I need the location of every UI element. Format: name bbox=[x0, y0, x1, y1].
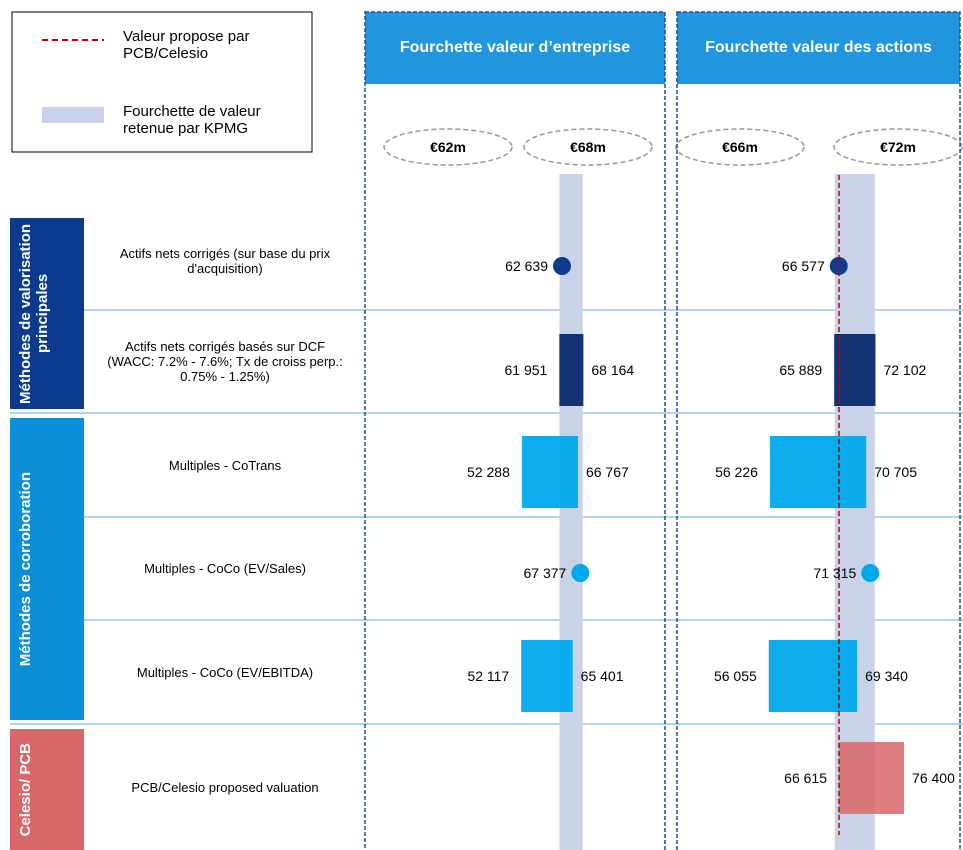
value-label: 66 767 bbox=[585, 464, 629, 480]
panel-frame bbox=[676, 11, 961, 850]
value-label: 69 340 bbox=[865, 668, 908, 684]
range-bar bbox=[768, 640, 858, 712]
range-ellipse bbox=[383, 128, 513, 166]
value-label: 72 102 bbox=[883, 362, 927, 378]
legend-label: Valeur propose par PCB/Celesio bbox=[123, 28, 250, 62]
legend-label: Fourchette de valeur retenue par KPMG bbox=[123, 103, 261, 137]
range-label: €66m bbox=[722, 139, 758, 155]
header-box bbox=[365, 12, 665, 84]
legend-box bbox=[11, 11, 313, 153]
value-label: 71 315 bbox=[813, 565, 857, 581]
group-label: Celesio/ PCB bbox=[10, 729, 84, 850]
value-label: 66 577 bbox=[781, 258, 825, 274]
group-text: Celesio/ PCB bbox=[17, 742, 34, 837]
value-label: 52 288 bbox=[467, 464, 510, 480]
method-label: Multiples - CoTrans bbox=[168, 457, 282, 473]
method-label: Multiples - CoCo (EV/EBITDA) bbox=[136, 664, 314, 680]
panel-title: Fourchette valeur des actions bbox=[705, 39, 932, 56]
panel-frame bbox=[364, 11, 666, 850]
method-label: PCB/Celesio proposed valuation bbox=[131, 779, 319, 795]
legend-band bbox=[42, 107, 104, 123]
value-label: 52 117 bbox=[467, 668, 510, 684]
header-box bbox=[677, 12, 960, 84]
range-label: €72m bbox=[880, 139, 916, 155]
method-label: Actifs nets corrigés (sur base du prix d… bbox=[119, 246, 331, 276]
group-text: Méthodes de corroboration bbox=[17, 471, 34, 667]
value-label: 65 401 bbox=[580, 668, 624, 684]
value-label: 67 377 bbox=[523, 565, 567, 581]
range-bar bbox=[834, 334, 876, 406]
panel-title: Fourchette valeur d’entreprise bbox=[399, 39, 631, 56]
group-text: Méthodes de valorisation principales bbox=[17, 223, 51, 404]
value-dot bbox=[552, 257, 571, 275]
method-label: Actifs nets corrigés basés sur DCF (WACC… bbox=[107, 339, 343, 384]
range-bar bbox=[559, 334, 584, 406]
value-dot bbox=[571, 564, 590, 582]
kpmg-range-band bbox=[559, 174, 583, 850]
group-label: Méthodes de corroboration bbox=[10, 418, 84, 720]
value-label: 61 951 bbox=[504, 362, 548, 378]
method-label: Multiples - CoCo (EV/Sales) bbox=[144, 561, 306, 576]
value-label: 56 055 bbox=[713, 668, 757, 684]
value-dot bbox=[861, 564, 880, 582]
range-bar bbox=[521, 640, 573, 712]
range-ellipse bbox=[833, 128, 963, 166]
group-label: Méthodes de valorisation principales bbox=[10, 218, 84, 409]
range-bar bbox=[838, 742, 905, 814]
value-label: 76 400 bbox=[912, 770, 955, 786]
range-ellipse bbox=[675, 128, 805, 166]
range-label: €68m bbox=[570, 139, 606, 155]
value-label: 70 705 bbox=[874, 464, 918, 480]
value-label: 56 226 bbox=[715, 464, 758, 480]
range-ellipse bbox=[523, 128, 653, 166]
value-label: 65 889 bbox=[779, 362, 823, 378]
value-label: 62 639 bbox=[505, 258, 548, 274]
value-label: 68 164 bbox=[591, 362, 635, 378]
value-label: 66 615 bbox=[784, 770, 827, 786]
range-label: €62m bbox=[430, 139, 466, 155]
range-bar bbox=[521, 436, 578, 508]
range-bar bbox=[769, 436, 867, 508]
kpmg-range-band bbox=[834, 174, 875, 850]
